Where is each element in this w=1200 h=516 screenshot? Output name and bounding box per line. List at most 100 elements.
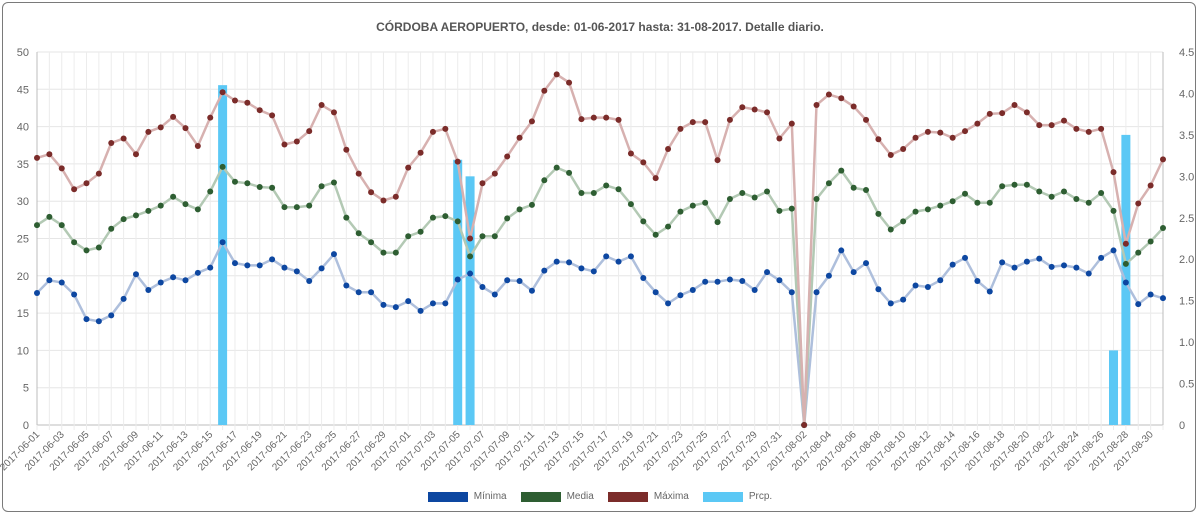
data-point [330, 179, 337, 186]
data-point [813, 289, 820, 296]
chart-title: CÓRDOBA AEROPUERTO, desde: 01-06-2017 ha… [376, 20, 824, 34]
data-point [95, 170, 102, 177]
data-point [58, 222, 65, 229]
legend-item[interactable]: Prcp. [702, 491, 773, 502]
data-point [986, 199, 993, 206]
data-point [281, 264, 288, 271]
data-point [219, 89, 226, 96]
data-point [764, 269, 771, 276]
data-point [1122, 260, 1129, 267]
data-point [145, 128, 152, 135]
data-point [825, 91, 832, 98]
data-point [145, 286, 152, 293]
data-point [256, 184, 263, 191]
data-point [1122, 279, 1129, 286]
data-point [590, 114, 597, 121]
data-point [1147, 238, 1154, 245]
data-point [627, 253, 634, 260]
data-point [887, 226, 894, 233]
data-point [986, 110, 993, 117]
data-point [652, 175, 659, 182]
data-point [244, 180, 251, 187]
data-point [640, 159, 647, 166]
data-point [355, 230, 362, 237]
data-point [1023, 258, 1030, 265]
data-point [269, 184, 276, 191]
data-point [1011, 264, 1018, 271]
data-point [429, 300, 436, 307]
y-left-tick-label: 15 [17, 308, 29, 320]
y-right-tick-label: 3.0 [1179, 171, 1194, 183]
y-left-tick-label: 40 [17, 122, 29, 134]
data-point [937, 277, 944, 284]
data-point [801, 422, 808, 428]
data-point [986, 288, 993, 295]
data-point [182, 277, 189, 284]
data-point [343, 146, 350, 153]
data-point [751, 194, 758, 201]
data-point [1048, 263, 1055, 270]
data-point [677, 292, 684, 299]
data-point [71, 186, 78, 193]
data-point [702, 199, 709, 206]
legend-item[interactable]: Mínima [427, 491, 507, 502]
data-point [281, 141, 288, 148]
data-point [318, 183, 325, 190]
data-point [442, 125, 449, 132]
data-point [182, 125, 189, 132]
data-point [875, 286, 882, 293]
data-point [1098, 189, 1105, 196]
y-left-tick-label: 0 [23, 420, 29, 432]
data-point [1160, 295, 1166, 302]
y-left-tick-label: 35 [17, 159, 29, 171]
data-point [244, 99, 251, 106]
data-point [1023, 109, 1030, 116]
data-point [120, 135, 127, 142]
data-point [454, 158, 461, 165]
data-point [900, 145, 907, 152]
data-point [887, 151, 894, 158]
data-point [1036, 122, 1043, 129]
data-point [627, 201, 634, 208]
data-point [566, 259, 573, 266]
data-point [689, 119, 696, 126]
legend-item[interactable]: Máxima [607, 491, 689, 502]
data-point [838, 95, 845, 102]
data-point [491, 291, 498, 298]
data-point [1073, 195, 1080, 202]
data-point [528, 118, 535, 125]
series-line-Mínima [36, 239, 1164, 426]
y-left-tick-label: 45 [17, 84, 29, 96]
data-point [405, 164, 412, 171]
data-point [764, 188, 771, 195]
legend-item[interactable]: Media [520, 491, 594, 502]
data-point [380, 301, 387, 308]
data-point [714, 157, 721, 164]
data-point [838, 247, 845, 254]
data-point [702, 278, 709, 285]
legend-label: Máxima [653, 491, 689, 502]
data-point [640, 218, 647, 225]
data-point [887, 300, 894, 307]
legend-label: Prcp. [748, 491, 773, 502]
y-right-tick-label: 0.5 [1179, 379, 1194, 391]
data-point [34, 222, 40, 229]
data-point [58, 279, 65, 286]
data-point [207, 114, 214, 121]
data-point [689, 202, 696, 209]
data-point [405, 298, 412, 305]
data-point [368, 189, 375, 196]
data-point [368, 289, 375, 296]
data-point [194, 142, 201, 149]
data-point [46, 213, 53, 220]
data-point [863, 116, 870, 123]
data-point [937, 129, 944, 136]
data-point [813, 101, 820, 108]
data-point [553, 164, 560, 171]
legend-swatch [427, 491, 468, 502]
data-point [1110, 207, 1117, 214]
data-point [504, 153, 511, 160]
data-point [293, 204, 300, 211]
data-point [863, 260, 870, 267]
